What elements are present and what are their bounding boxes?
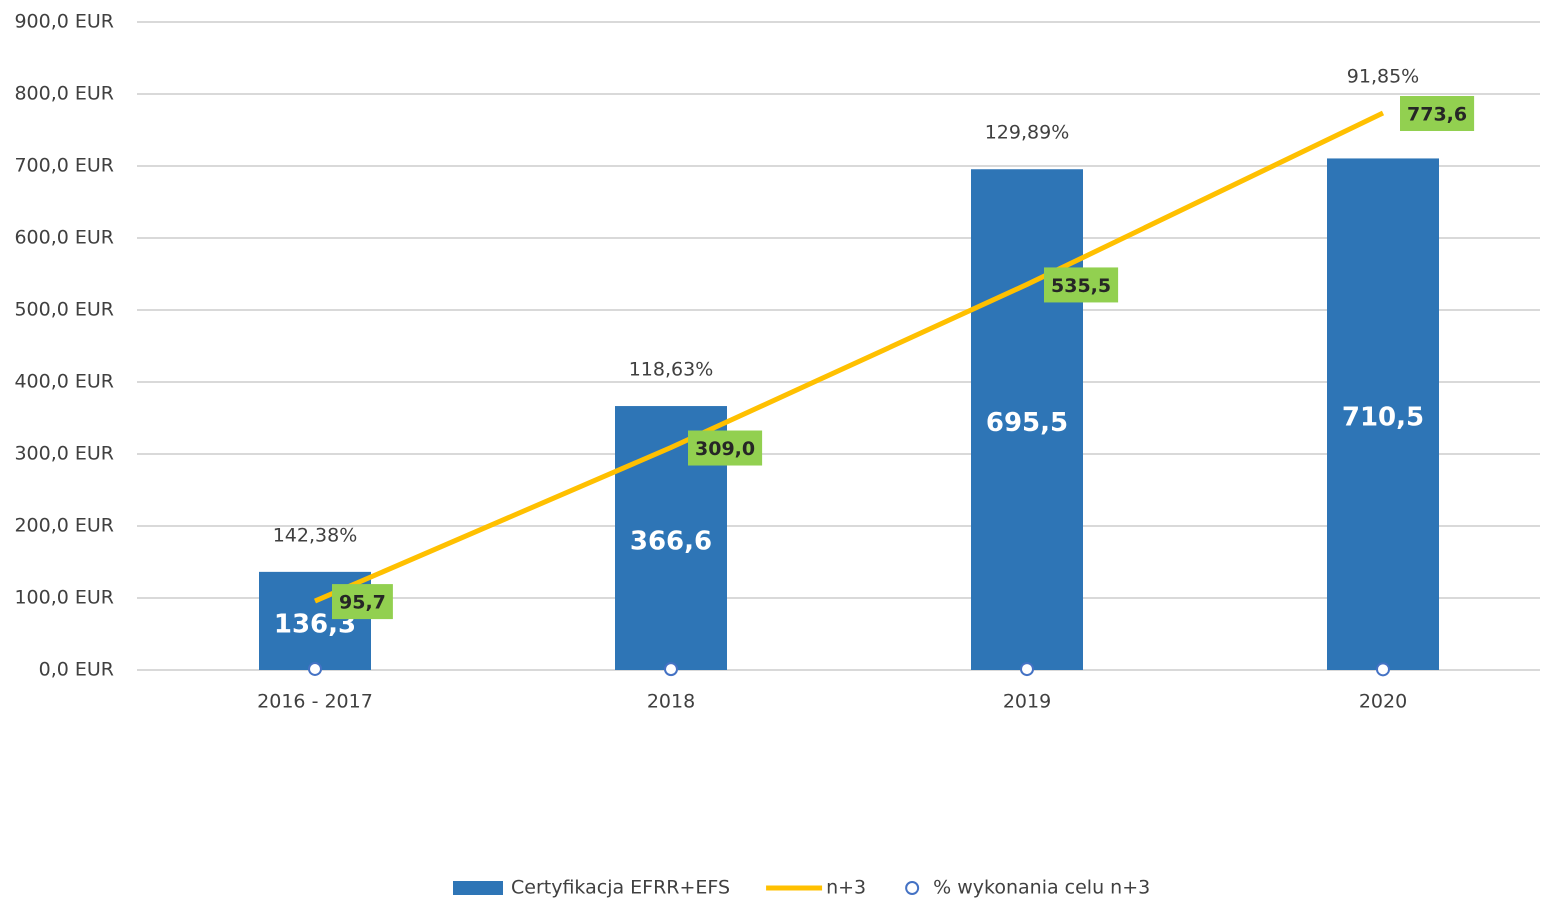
y-tick-label: 500,0 EUR: [14, 299, 114, 321]
line-label-box: [1400, 96, 1475, 132]
bar-label: 366,6: [630, 527, 712, 557]
y-tick-label: 300,0 EUR: [14, 443, 114, 465]
y-tick-label: 0,0 EUR: [39, 659, 114, 681]
line-label-group: 95,7: [332, 584, 393, 620]
line: [314, 110, 1385, 604]
y-tick-label: 600,0 EUR: [14, 227, 114, 249]
y-tick-label: 700,0 EUR: [14, 155, 114, 177]
legend-label: n+3: [826, 877, 866, 899]
percent-label: 142,38%: [273, 524, 358, 546]
y-tick-label: 200,0 EUR: [14, 515, 114, 537]
legend-label: Certyfikacja EFRR+EFS: [511, 877, 730, 899]
marker: [1020, 662, 1034, 677]
percent-label: 129,89%: [985, 122, 1070, 144]
y-tick-label: 800,0 EUR: [14, 83, 114, 105]
marker: [1376, 662, 1390, 677]
line-label-group: 773,6: [1400, 96, 1475, 132]
line-label-group: 309,0: [688, 430, 763, 466]
line-label: 773,6: [1407, 104, 1467, 126]
x-tick-label: 2019: [1003, 691, 1051, 713]
y-tick-label: 100,0 EUR: [14, 587, 114, 609]
legend-label: % wykonania celu n+3: [933, 877, 1150, 899]
line-label-box: [1044, 267, 1119, 303]
line-label-box: [332, 584, 393, 620]
x-tick-label: 2020: [1359, 691, 1407, 713]
line-label-group: 535,5: [1044, 267, 1119, 303]
percent-label: 118,63%: [629, 359, 714, 381]
bar: [971, 169, 1083, 671]
line-label: 309,0: [695, 438, 755, 460]
legend-swatch: [905, 881, 920, 895]
bar: [1327, 158, 1439, 670]
marker: [308, 661, 322, 676]
x-tick-label: 2018: [647, 691, 695, 713]
bar-label: 695,5: [986, 408, 1068, 438]
y-tick-label: 400,0 EUR: [14, 371, 114, 393]
marker: [664, 662, 678, 677]
y-tick-label: 900,0 EUR: [14, 11, 114, 33]
x-tick-label: 2016 - 2017: [257, 691, 373, 713]
percent-label: 91,85%: [1347, 66, 1419, 88]
line-label: 95,7: [339, 592, 386, 614]
legend-swatch: [453, 881, 503, 895]
bar-label: 710,5: [1342, 403, 1424, 433]
line-label: 535,5: [1051, 275, 1111, 297]
line-label-box: [688, 430, 763, 466]
